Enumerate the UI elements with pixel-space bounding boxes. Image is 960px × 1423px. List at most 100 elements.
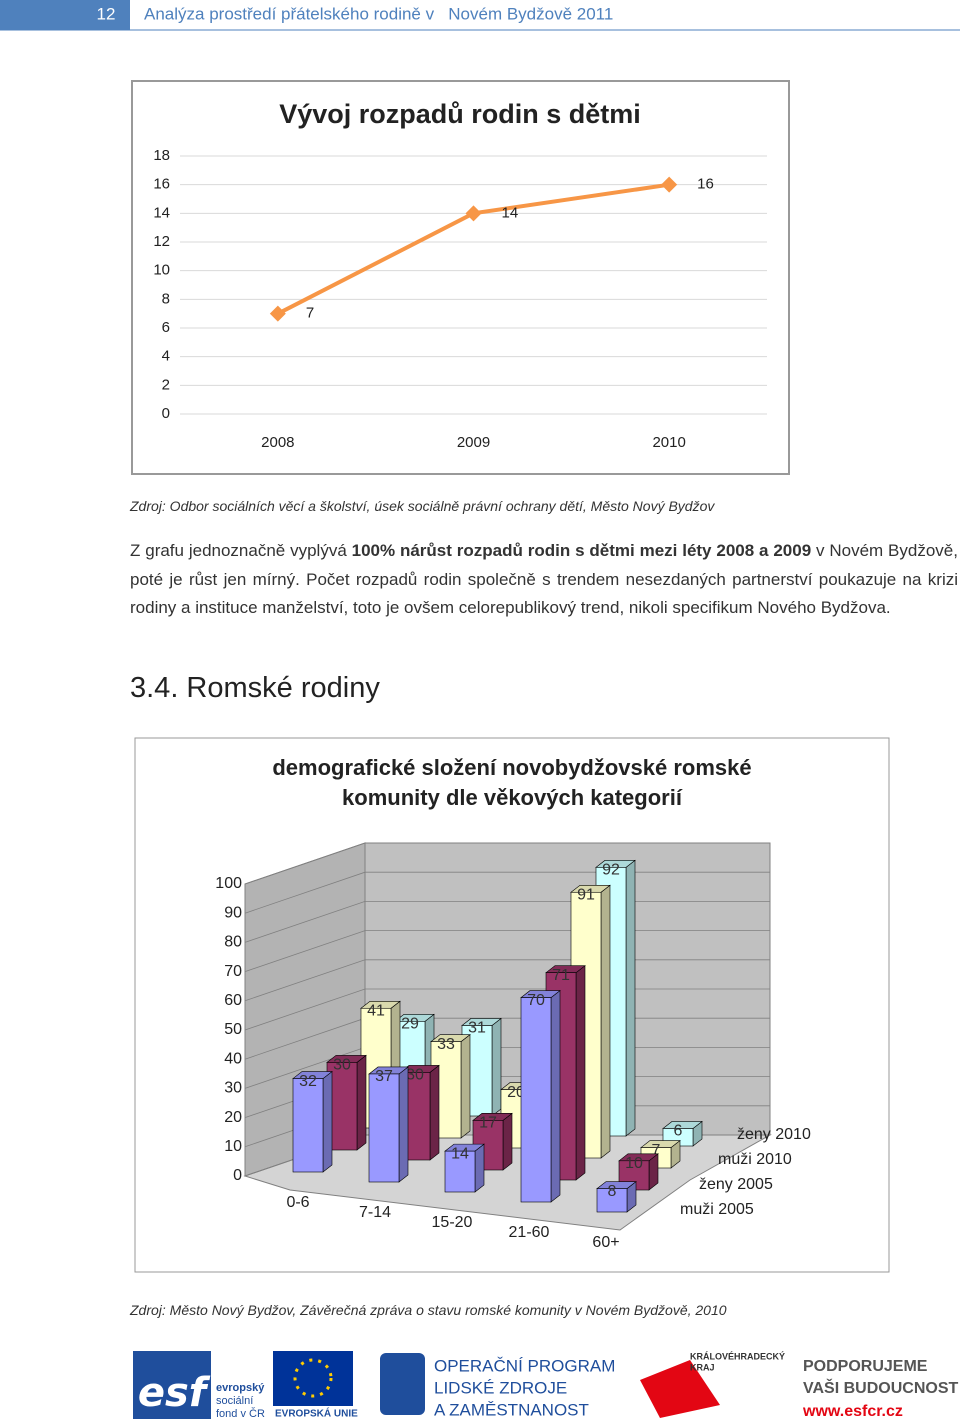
bar-side	[625, 859, 636, 1137]
data-label: 29	[401, 1016, 419, 1033]
data-label: 30	[406, 1067, 424, 1084]
page-number: 12	[97, 4, 116, 23]
data-label: 20	[507, 1084, 525, 1101]
footer-text: www.esfcr.cz	[802, 1403, 903, 1420]
bar-side	[474, 1143, 485, 1193]
y-tick-label: 18	[153, 147, 170, 164]
marker	[269, 305, 286, 322]
y-tick-label: 10	[153, 262, 170, 279]
footer-text: evropský	[216, 1382, 265, 1394]
bar-front	[520, 997, 552, 1203]
op-logo	[380, 1353, 425, 1415]
bar-front	[596, 1188, 628, 1213]
y-tick-label: 80	[224, 934, 242, 951]
x-tick-label: 21-60	[509, 1224, 550, 1241]
bar	[444, 1143, 485, 1193]
series-label: muži 2005	[680, 1201, 754, 1218]
chart-title: Vývoj rozpadů rodin s dětmi	[279, 99, 641, 129]
chart-title-line: demografické složení novobydžovské romsk…	[272, 755, 751, 780]
y-tick-label: 30	[224, 1080, 242, 1097]
footer-text: PODPORUJEME	[803, 1358, 928, 1375]
bar	[472, 1112, 513, 1171]
text-run: Z grafu jednoznačně vyplývá	[130, 541, 352, 560]
x-tick-label: 60+	[592, 1234, 619, 1251]
bar-side	[460, 1034, 471, 1139]
bar	[368, 1066, 409, 1183]
footer-text: KRAJ	[690, 1362, 715, 1372]
series-label: ženy 2010	[737, 1126, 811, 1143]
data-label: 33	[437, 1036, 455, 1053]
data-label: 91	[577, 886, 595, 903]
footer-text: sociální	[216, 1395, 253, 1407]
series-label: muži 2010	[718, 1151, 792, 1168]
y-tick-label: 20	[224, 1109, 242, 1126]
bar	[520, 989, 561, 1203]
y-tick-label: 14	[153, 204, 170, 221]
page-number-box	[0, 0, 130, 30]
y-tick-label: 40	[224, 1050, 242, 1067]
footer-text: A ZAMĚSTNANOST	[434, 1400, 589, 1419]
data-label: 6	[674, 1123, 683, 1140]
y-tick-label: 60	[224, 992, 242, 1009]
y-tick-label: 4	[162, 348, 170, 365]
grid-segment	[244, 842, 770, 885]
y-tick-label: 12	[153, 233, 170, 250]
data-label: 31	[468, 1020, 486, 1037]
data-label: 14	[451, 1145, 469, 1162]
data-label: 8	[608, 1183, 617, 1200]
paragraph: Z grafu jednoznačně vyplývá 100% nárůst …	[130, 537, 958, 623]
y-tick-label: 8	[162, 290, 170, 307]
x-tick-label: 15-20	[432, 1214, 473, 1231]
marker	[661, 176, 678, 193]
y-tick-label: 2	[162, 376, 170, 393]
bar-front	[292, 1078, 324, 1173]
x-tick-label: 7-14	[359, 1204, 391, 1221]
bar-front	[368, 1073, 400, 1183]
y-tick-label: 90	[224, 904, 242, 921]
chart-title-line: komunity dle věkových kategorií	[342, 785, 683, 810]
footer-text: LIDSKÉ ZDROJE	[434, 1378, 567, 1397]
y-tick-label: 0	[162, 405, 170, 422]
bar-side	[550, 989, 561, 1203]
data-label: 92	[602, 862, 620, 879]
esf-mark: esf	[138, 1370, 211, 1416]
eu-flag	[273, 1351, 353, 1406]
bar-side	[398, 1066, 409, 1183]
bar-front	[444, 1150, 476, 1193]
bar-side	[491, 1017, 502, 1117]
esf-logo	[133, 1351, 211, 1419]
data-label: 10	[625, 1155, 643, 1172]
text-run: v Novém Bydžově, poté je růst jen mírný.…	[130, 541, 958, 617]
footer-logos: esf	[133, 1351, 720, 1419]
footer-text: EVROPSKÁ UNIE	[275, 1407, 358, 1420]
y-tick-label: 10	[224, 1138, 242, 1155]
y-tick-label: 0	[233, 1167, 242, 1184]
data-label: 17	[479, 1115, 497, 1132]
data-label: 41	[367, 1002, 385, 1019]
data-label: 7	[652, 1142, 661, 1159]
data-label: 32	[299, 1073, 317, 1090]
bold-run: 100% nárůst rozpadů rodin s dětmi mezi l…	[351, 541, 812, 560]
eu-stars	[293, 1358, 333, 1398]
data-label: 71	[552, 967, 570, 984]
y-tick-label: 70	[224, 963, 242, 980]
footer-text: OPERAČNÍ PROGRAM	[434, 1356, 615, 1375]
bar-side	[322, 1070, 333, 1173]
y-tick-label: 16	[153, 176, 170, 193]
y-tick-label: 50	[224, 1021, 242, 1038]
data-label: 7	[306, 305, 314, 322]
x-tick-label: 0-6	[286, 1194, 309, 1211]
y-tick-label: 6	[162, 319, 170, 336]
kraj-logo	[640, 1360, 720, 1418]
x-tick-label: 2008	[261, 434, 294, 451]
x-tick-label: 2010	[652, 434, 685, 451]
source: Zdroj: Město Nový Bydžov, Závěrečná zprá…	[130, 1302, 727, 1318]
x-tick-label: 2009	[457, 434, 490, 451]
header-title: Analýza prostředí přátelského rodině v N…	[144, 4, 613, 23]
y-tick-label: 100	[215, 875, 242, 892]
series-label: ženy 2005	[699, 1176, 773, 1193]
data-label: 70	[527, 992, 545, 1009]
data-label: 37	[375, 1068, 393, 1085]
